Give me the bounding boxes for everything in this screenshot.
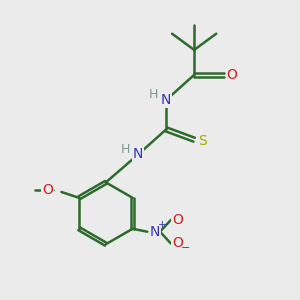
Text: O: O: [172, 236, 183, 250]
Text: H: H: [121, 142, 130, 156]
Text: O: O: [42, 184, 53, 197]
Text: H: H: [149, 88, 158, 101]
Text: −: −: [181, 243, 190, 253]
Text: N: N: [161, 93, 171, 107]
Text: +: +: [158, 220, 167, 230]
Text: O: O: [226, 68, 237, 82]
Text: O: O: [172, 213, 183, 227]
Text: N: N: [133, 147, 143, 161]
Text: N: N: [150, 225, 160, 239]
Text: S: S: [198, 134, 207, 148]
